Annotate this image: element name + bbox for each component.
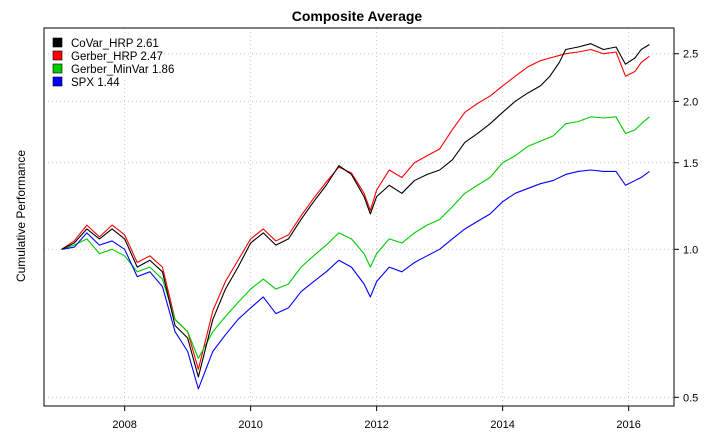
x-tick-label-2008: 2008: [112, 419, 136, 431]
x-tick-label-2012: 2012: [364, 419, 388, 431]
x-tick-label-2014: 2014: [490, 419, 514, 431]
legend-swatch-3: [52, 63, 63, 74]
legend-swatch-4: [52, 76, 63, 87]
y-tick-label-2.0: 2.0: [683, 96, 698, 108]
legend-swatch-1: [52, 37, 63, 48]
y-axis-label: Cumulative Performance: [14, 150, 28, 282]
x-axis: 2008 2010 2012 2014 2016: [112, 406, 641, 431]
y-tick-label-2.5: 2.5: [683, 49, 698, 61]
series-line-4: [61, 169, 650, 390]
legend-swatch-2: [52, 50, 63, 61]
x-tick-label-2016: 2016: [616, 419, 640, 431]
y-axis: 0.5 1.0 1.5 2.0 2.5: [674, 49, 698, 404]
legend-label-3: Gerber_MinVar 1.86: [71, 64, 174, 76]
series-line-3: [61, 116, 650, 359]
y-tick-label-0.5: 0.5: [683, 392, 698, 404]
legend-label-1: CoVar_HRP 2.61: [71, 38, 159, 50]
legend-label-4: SPX 1.44: [71, 77, 120, 89]
y-tick-label-1.5: 1.5: [683, 158, 698, 170]
plot-frame: [43, 27, 675, 407]
series-layer: [61, 43, 650, 390]
chart-title: Composite Average: [292, 8, 423, 24]
y-tick-label-1.0: 1.0: [683, 244, 698, 256]
x-tick-label-2010: 2010: [238, 419, 262, 431]
series-line-1: [61, 43, 650, 378]
legend-label-2: Gerber_HRP 2.47: [71, 51, 163, 63]
